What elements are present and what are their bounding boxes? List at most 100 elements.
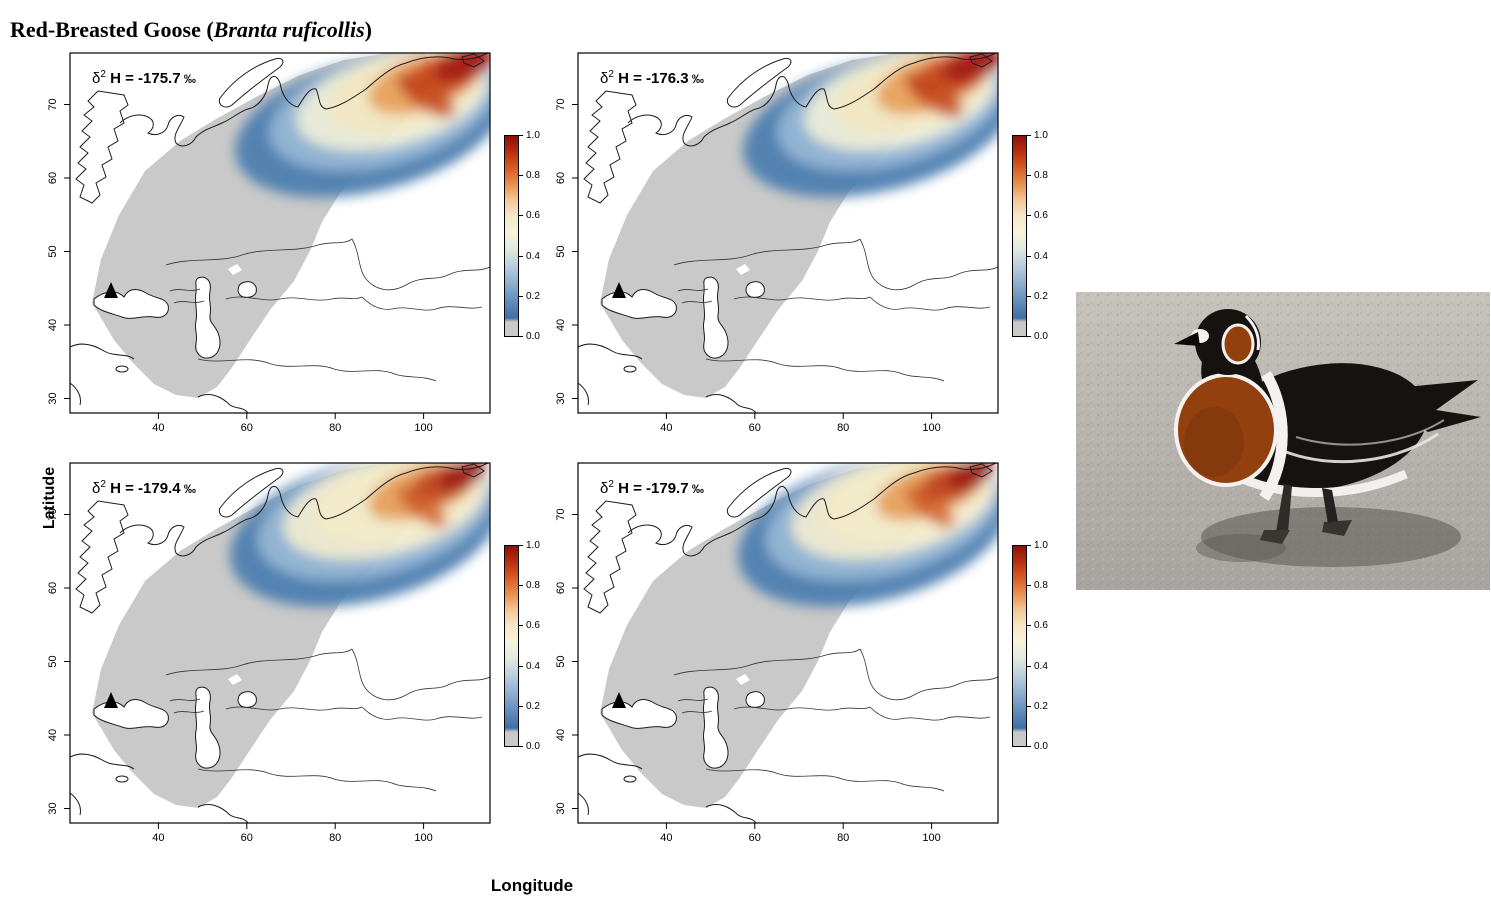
x-tick-label: 80 [837,832,849,844]
colorbar-label: 1.0 [1034,539,1048,551]
x-tick-label: 60 [749,422,761,434]
y-tick-label: 50 [555,245,567,257]
axis-ticks: 70 60 50 40 30 40 60 80 100 [555,98,941,434]
axis-ticks: 70 60 50 40 30 40 60 80 100 [47,98,433,434]
y-tick-label: 70 [47,98,59,110]
colorbar-tick [519,134,523,136]
y-tick-label: 70 [555,508,567,520]
colorbar-label: 0.4 [1034,250,1048,262]
y-tick-label: 40 [47,729,59,741]
title-species: Branta ruficollis [213,16,365,42]
x-tick-label: 40 [152,832,164,844]
y-tick-label: 30 [47,392,59,404]
colorbar-labels: 1.0 0.8 0.6 0.4 0.2 0.0 [519,538,540,754]
goose-cheek-patch [1221,323,1255,365]
colorbar-label: 0.6 [1034,210,1048,222]
colorbar-gradient [1012,135,1027,337]
y-tick-label: 50 [555,655,567,667]
y-tick-label: 60 [555,172,567,184]
colorbar-label: 0.2 [1034,291,1048,303]
y-tick-label: 30 [555,392,567,404]
colorbar-tick [1027,255,1031,257]
goose-leg [1276,484,1292,532]
axis-ticks: 70 60 50 40 30 40 60 80 100 [555,508,941,844]
colorbar-tick [1027,584,1031,586]
y-tick-label: 60 [47,172,59,184]
goose-shadow [1201,507,1461,567]
colorbar-tick [519,706,523,708]
goose-white-band [1259,371,1288,502]
colorbar-label: 0.8 [526,169,540,181]
colorbar-tick [519,336,523,338]
y-tick-label: 60 [555,582,567,594]
goose-wing-line [1285,432,1439,464]
map-panel-bottom-left: 70 60 50 40 30 40 60 80 100 δ2 H = -179.… [24,454,540,854]
colorbar: 1.0 0.8 0.6 0.4 0.2 0.0 [504,130,540,342]
x-axis-label: Longitude [490,876,574,895]
colorbar-tick [519,746,523,748]
goose-photo [1076,292,1490,590]
colorbar-tick [1027,215,1031,217]
colorbar-tick [519,625,523,627]
y-tick-label: 40 [555,729,567,741]
colorbar-label: 1.0 [526,539,540,551]
goose-nape-line [1244,314,1260,351]
x-tick-label: 80 [837,422,849,434]
colorbar-tick [519,255,523,257]
colorbar: 1.0 0.8 0.6 0.4 0.2 0.0 [1012,540,1048,752]
colorbar-label: 0.2 [526,291,540,303]
plot-frame [577,52,999,414]
delta-value: -176.3 [646,70,689,87]
axis-ticks: 70 60 50 40 30 40 60 80 100 [47,508,433,844]
x-tick-label: 40 [660,832,672,844]
colorbar-label: 1.0 [1034,129,1048,141]
x-tick-label: 60 [749,832,761,844]
colorbar-tick [1027,625,1031,627]
goose-bill [1174,332,1200,346]
x-tick-label: 80 [329,832,341,844]
colorbar-labels: 1.0 0.8 0.6 0.4 0.2 0.0 [1027,128,1048,344]
colorbar-labels: 1.0 0.8 0.6 0.4 0.2 0.0 [519,128,540,344]
x-tick-label: 100 [414,832,432,844]
colorbar-tick [519,174,523,176]
y-tick-label: 50 [47,655,59,667]
colorbar-gradient [504,545,519,747]
x-tick-label: 40 [660,422,672,434]
colorbar-label: 0.4 [526,250,540,262]
colorbar-label: 1.0 [526,129,540,141]
colorbar-gradient [1012,545,1027,747]
colorbar-label: 0.8 [526,579,540,591]
x-tick-label: 60 [241,422,253,434]
colorbar-tick [519,665,523,667]
colorbar-tick [1027,336,1031,338]
map-figure: 70 60 50 40 30 40 60 80 100 δ2 H = -175.… [24,44,1048,864]
delta2h-label: δ2 H = -179.7 ‰ [600,479,704,497]
y-tick-label: 60 [47,582,59,594]
goose-leg [1322,488,1338,524]
colorbar-tick [519,584,523,586]
colorbar-tick [1027,706,1031,708]
colorbar-tick [519,215,523,217]
colorbar-label: 0.6 [1034,620,1048,632]
delta2h-label: δ2 H = -179.4 ‰ [92,479,196,497]
x-tick-label: 80 [329,422,341,434]
colorbar-label: 0.4 [526,660,540,672]
delta-value: -179.4 [138,480,181,497]
colorbar: 1.0 0.8 0.6 0.4 0.2 0.0 [1012,130,1048,342]
colorbar-tick [1027,296,1031,298]
map-plot: 70 60 50 40 30 40 60 80 100 δ2 H = -179.… [555,462,999,844]
x-tick-label: 40 [152,422,164,434]
delta2h-label: δ2 H = -176.3 ‰ [600,69,704,87]
colorbar-tick [519,296,523,298]
plot-frame [69,462,491,824]
y-tick-label: 40 [47,319,59,331]
title-prefix: Red-Breasted Goose ( [10,16,214,42]
colorbar-gradient [504,135,519,337]
figure-title: Red-Breasted Goose (Branta ruficollis) [10,17,372,43]
colorbar-label: 0.8 [1034,579,1048,591]
goose-breast-shade [1184,407,1244,477]
colorbar-tick [1027,665,1031,667]
goose-shadow [1196,534,1286,562]
x-tick-label: 100 [414,422,432,434]
y-tick-label: 70 [555,98,567,110]
